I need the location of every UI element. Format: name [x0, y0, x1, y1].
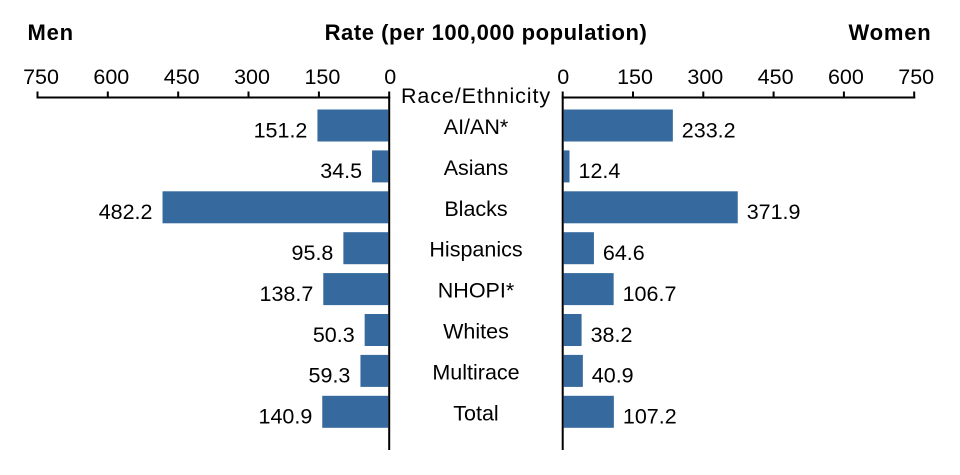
svg-text:12.4: 12.4 [579, 159, 621, 183]
svg-text:34.5: 34.5 [320, 159, 362, 183]
svg-text:AI/AN*: AI/AN* [444, 115, 509, 139]
svg-text:40.9: 40.9 [592, 364, 634, 388]
svg-text:482.2: 482.2 [99, 200, 153, 224]
svg-text:151.2: 151.2 [254, 118, 308, 142]
svg-text:371.9: 371.9 [747, 200, 801, 224]
svg-text:Blacks: Blacks [444, 197, 507, 221]
svg-text:Hispanics: Hispanics [429, 238, 522, 262]
svg-text:50.3: 50.3 [313, 323, 355, 347]
svg-text:Men: Men [28, 20, 74, 45]
svg-text:Whites: Whites [443, 320, 509, 344]
svg-text:Total: Total [453, 401, 498, 425]
svg-text:300: 300 [687, 65, 723, 89]
svg-text:750: 750 [23, 65, 59, 89]
svg-text:600: 600 [93, 65, 129, 89]
svg-text:300: 300 [234, 65, 270, 89]
svg-text:0: 0 [384, 65, 396, 89]
svg-text:150: 150 [304, 65, 340, 89]
svg-text:NHOPI*: NHOPI* [438, 279, 515, 303]
svg-text:150: 150 [617, 65, 653, 89]
svg-text:64.6: 64.6 [603, 241, 645, 265]
svg-text:Asians: Asians [444, 156, 509, 180]
svg-text:138.7: 138.7 [259, 282, 313, 306]
svg-text:140.9: 140.9 [258, 405, 312, 429]
svg-text:600: 600 [828, 65, 864, 89]
svg-text:59.3: 59.3 [309, 364, 351, 388]
svg-text:Multirace: Multirace [432, 360, 519, 384]
svg-text:750: 750 [898, 65, 934, 89]
svg-text:0: 0 [557, 65, 569, 89]
svg-text:450: 450 [164, 65, 200, 89]
svg-text:450: 450 [758, 65, 794, 89]
svg-text:95.8: 95.8 [292, 241, 334, 265]
svg-text:233.2: 233.2 [682, 118, 736, 142]
svg-text:Women: Women [848, 20, 931, 45]
svg-text:Rate (per 100,000 population): Rate (per 100,000 population) [325, 20, 648, 45]
svg-text:Race/Ethnicity: Race/Ethnicity [401, 84, 551, 108]
svg-text:106.7: 106.7 [623, 282, 677, 306]
svg-text:107.2: 107.2 [623, 405, 677, 429]
svg-text:38.2: 38.2 [591, 323, 633, 347]
